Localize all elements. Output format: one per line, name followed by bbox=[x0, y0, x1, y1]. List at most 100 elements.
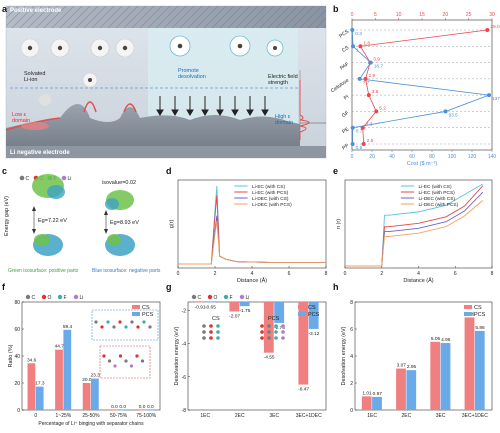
high-line-1: High ε bbox=[275, 114, 291, 120]
category-label: PI bbox=[343, 94, 350, 102]
y-axis-label: n (r) bbox=[336, 219, 342, 229]
category-label: PAF bbox=[339, 61, 350, 71]
high-domain-label: High ε domain bbox=[275, 114, 293, 126]
panel-letter-c: c bbox=[2, 166, 7, 176]
field-arrows bbox=[156, 96, 269, 116]
series-line bbox=[178, 215, 326, 265]
bar-pcs bbox=[205, 302, 216, 303]
atom-dot bbox=[216, 330, 220, 334]
molecule-cs-lumo bbox=[33, 234, 63, 256]
panel-letter-f: f bbox=[2, 282, 6, 292]
cost-point bbox=[350, 125, 355, 130]
category-label: 25-50% bbox=[82, 413, 100, 419]
bar-value-label: 0.0 bbox=[111, 404, 118, 410]
atom-dot bbox=[118, 320, 122, 324]
atom-legend-label: O bbox=[48, 295, 52, 301]
bottom-tick-label: 140 bbox=[488, 154, 497, 160]
top-tick-label: 10 bbox=[396, 12, 402, 18]
x-tick-label: 2 bbox=[380, 271, 383, 277]
atom-c-icon bbox=[25, 294, 31, 300]
panel-letter-h: h bbox=[333, 282, 339, 292]
low-line-1: Low ε bbox=[12, 112, 27, 118]
promote-line-1: Promote bbox=[178, 68, 199, 74]
top-tick-label: 30 bbox=[489, 12, 495, 18]
x-tick-label: 0 bbox=[177, 271, 180, 277]
cost-axis-label: Cost ($ m⁻²) bbox=[407, 161, 438, 167]
plot-frame bbox=[351, 19, 493, 151]
legend-swatch bbox=[464, 312, 472, 316]
bar-value-label: 0.0 bbox=[119, 404, 126, 410]
atom-dot bbox=[260, 336, 264, 340]
y-tick-label: 20 bbox=[14, 381, 20, 387]
dielectric-point bbox=[485, 28, 490, 32]
x-tick-label: 6 bbox=[454, 271, 457, 277]
atom-dot bbox=[274, 336, 278, 340]
legend-label: CS bbox=[474, 305, 482, 311]
series-line bbox=[345, 191, 484, 267]
atom-dot bbox=[140, 359, 145, 363]
promote-line-2: desolvation bbox=[178, 74, 206, 80]
bar-pcs bbox=[146, 410, 154, 411]
atom-dot bbox=[274, 330, 278, 334]
bar-cs bbox=[110, 410, 119, 411]
bar-cs bbox=[137, 410, 146, 411]
panel-a: Positive electrode Li negative electrode bbox=[5, 5, 327, 159]
top-tick-label: 0 bbox=[351, 12, 354, 18]
atom-dot bbox=[281, 336, 285, 340]
plot-frame bbox=[187, 301, 327, 411]
atom-o-icon bbox=[41, 294, 47, 300]
atom-li-icon bbox=[73, 294, 79, 300]
panel-letter-b: b bbox=[333, 4, 339, 14]
x-axis-label: Distance (Å) bbox=[237, 277, 267, 284]
dielectric-value: 3.9 bbox=[373, 57, 380, 63]
desolvated-ions-icon bbox=[169, 35, 284, 57]
bar-cs bbox=[396, 368, 406, 410]
category-label: 3EC+1DEC bbox=[462, 413, 488, 419]
y-tick-label: 2 bbox=[350, 381, 353, 387]
legend-label: Li-DEC (with PCS) bbox=[252, 202, 292, 208]
atom-dot bbox=[100, 325, 104, 329]
blue-caption: Blue isosurface: negative parts bbox=[92, 268, 161, 274]
bar-value-label: 5.86 bbox=[475, 325, 485, 331]
legend-label: Li-EC (with PCS) bbox=[252, 190, 289, 196]
top-tick-label: 25 bbox=[466, 12, 472, 18]
legend-label: C bbox=[26, 176, 30, 182]
isovalue-label: isovalue=0.02 bbox=[102, 180, 136, 186]
panel-h: 0 2 4 6 8 Desolvation energy (eV) 1EC 1.01 0.97 2… bbox=[341, 300, 493, 419]
legend-label: Li bbox=[68, 176, 72, 182]
legend-label: CS bbox=[308, 305, 316, 311]
legend-label: Li-DEC (with CS) bbox=[252, 196, 289, 202]
category-label: 75-100% bbox=[136, 413, 157, 419]
cost-point bbox=[350, 142, 355, 146]
category-label: Cellulose bbox=[330, 77, 350, 94]
bottom-tick-label: 0 bbox=[351, 154, 354, 160]
bar-value-label: 17.3 bbox=[35, 381, 45, 387]
x-axis-label: Distance (Å) bbox=[403, 277, 433, 284]
atom-dot bbox=[113, 364, 117, 368]
y-tick-label: 40 bbox=[14, 354, 20, 360]
bottom-tick-label: 80 bbox=[429, 154, 435, 160]
x-tick-label: 6 bbox=[288, 271, 291, 277]
atom-li-icon bbox=[239, 294, 245, 300]
top-tick-label: 5 bbox=[374, 12, 377, 18]
bar-value-label: -0.65 bbox=[205, 305, 216, 311]
solvated-ion-icon bbox=[20, 38, 135, 106]
series-line bbox=[178, 221, 326, 265]
bottom-tick-label: 40 bbox=[389, 154, 395, 160]
bar-value-label: -2.76 bbox=[274, 325, 285, 331]
molecule-cs-label: CS bbox=[212, 316, 220, 322]
atom-dot bbox=[202, 336, 206, 340]
atom-dot bbox=[281, 324, 285, 328]
bar-pcs bbox=[91, 378, 99, 410]
y-tick-label: 0 bbox=[350, 408, 353, 414]
atom-dot bbox=[148, 325, 152, 329]
atom-dot bbox=[202, 324, 206, 328]
atom-dot bbox=[281, 330, 285, 334]
panel-d: 0 2 4 6 8 Distance (Å) g(r) Li-EC (with CS)Li-E… bbox=[169, 179, 328, 284]
x-tick-label: 8 bbox=[491, 271, 494, 277]
atom-legend-label: Li bbox=[80, 295, 84, 301]
promote-label: Promote desolvation bbox=[178, 68, 206, 80]
atom-dot bbox=[118, 354, 123, 358]
panel-f: 0 20 40 60 80 Ratio (%) 0 34.6 17.3 1~25% 44.7 59.4… bbox=[8, 294, 161, 427]
